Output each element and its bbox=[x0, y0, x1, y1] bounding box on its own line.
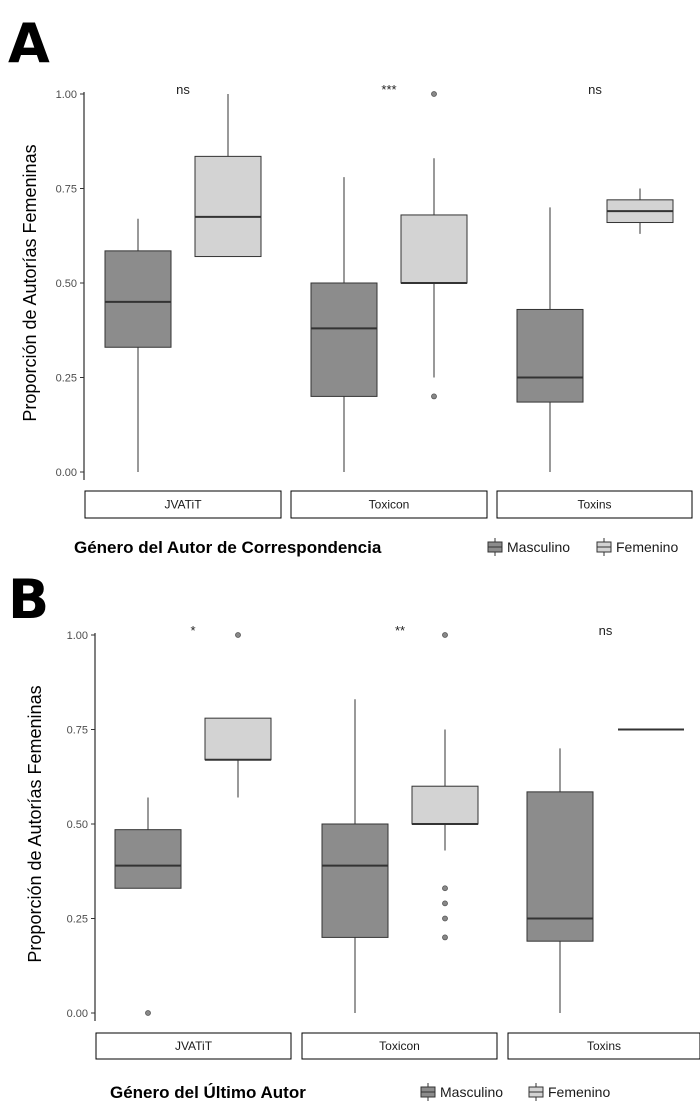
facet-strip bbox=[84, 490, 282, 519]
outlier-point bbox=[145, 1010, 151, 1016]
legend-label: Femenino bbox=[616, 539, 678, 555]
box-iqr bbox=[114, 829, 182, 889]
facet-label: Toxins bbox=[587, 1039, 621, 1053]
box-iqr bbox=[516, 308, 584, 403]
y-axis-title: Proporción de Autorías Femeninas bbox=[20, 144, 40, 421]
outlier-point bbox=[442, 915, 448, 922]
y-tick-label: 0.50 bbox=[56, 278, 77, 290]
legend: Género del Autor de Correspondencia Mascu… bbox=[74, 538, 678, 557]
significance-label: ** bbox=[395, 623, 405, 638]
facet-label: JVATiT bbox=[164, 498, 202, 512]
box-femenino bbox=[411, 632, 479, 941]
y-tick-label: 0.25 bbox=[56, 373, 77, 385]
panel-a: A 0.00 0.25 0.50 0.75 1.00 Proporción de Autor… bbox=[8, 12, 693, 557]
significance-label: *** bbox=[381, 82, 396, 97]
outlier-point bbox=[442, 900, 448, 907]
y-tick-label: 0.75 bbox=[56, 184, 77, 196]
y-tick-label: 0.25 bbox=[67, 914, 88, 926]
box-masculino bbox=[114, 797, 182, 1016]
panel-letter: A bbox=[8, 12, 50, 75]
outlier-point bbox=[442, 885, 448, 892]
significance-label: ns bbox=[588, 82, 602, 97]
facet-label: JVATiT bbox=[175, 1039, 213, 1053]
y-axis-title: Proporción de Autorías Femeninas bbox=[25, 685, 45, 962]
box-iqr bbox=[321, 823, 389, 938]
panel-letter: B bbox=[8, 568, 49, 631]
box-femenino bbox=[194, 94, 262, 258]
legend-key-femenino: Femenino bbox=[528, 1083, 610, 1101]
box-iqr bbox=[204, 717, 272, 761]
outlier-point bbox=[442, 632, 448, 638]
y-tick-label: 1.00 bbox=[56, 89, 77, 101]
legend-key-masculino: Masculino bbox=[420, 1083, 503, 1101]
legend: Género del Último Autor Masculino Femenino bbox=[110, 1083, 610, 1101]
box-iqr bbox=[194, 155, 262, 258]
legend-label: Femenino bbox=[548, 1084, 610, 1100]
legend-key-masculino: Masculino bbox=[487, 538, 570, 556]
facet-label: Toxicon bbox=[379, 1039, 420, 1053]
facet-label: Toxicon bbox=[369, 498, 410, 512]
box-iqr bbox=[400, 214, 468, 284]
facet-strip bbox=[496, 490, 693, 519]
outlier-point bbox=[431, 393, 437, 400]
facet-strip bbox=[507, 1032, 700, 1060]
legend-label: Masculino bbox=[440, 1084, 503, 1100]
significance-label: ns bbox=[599, 623, 613, 638]
facet-label: Toxins bbox=[577, 498, 611, 512]
box-femenino bbox=[606, 188, 674, 234]
box-iqr bbox=[526, 791, 594, 942]
y-tick-label: 0.00 bbox=[56, 467, 77, 479]
facet-strip bbox=[301, 1032, 498, 1060]
box-iqr bbox=[104, 250, 172, 348]
outlier-point bbox=[442, 934, 448, 941]
facet-strip bbox=[95, 1032, 292, 1060]
legend-key-femenino: Femenino bbox=[596, 538, 678, 556]
box-masculino bbox=[310, 177, 378, 472]
legend-title: Género del Autor de Correspondencia bbox=[74, 538, 382, 557]
legend-label: Masculino bbox=[507, 539, 570, 555]
significance-label: * bbox=[190, 623, 195, 638]
y-tick-label: 0.75 bbox=[67, 725, 88, 737]
box-masculino bbox=[104, 218, 172, 472]
box-iqr bbox=[411, 785, 479, 825]
facet-strip bbox=[290, 490, 488, 519]
box-iqr bbox=[310, 282, 378, 397]
panel-b: B 0.00 0.25 0.50 0.75 1.00 Proporción de Autor… bbox=[8, 568, 700, 1101]
box-femenino bbox=[204, 632, 272, 798]
significance-label: ns bbox=[176, 82, 190, 97]
box-masculino bbox=[526, 748, 594, 1013]
y-tick-label: 0.00 bbox=[67, 1008, 88, 1020]
box-femenino bbox=[400, 91, 468, 400]
legend-title: Género del Último Autor bbox=[110, 1083, 306, 1101]
outlier-point bbox=[235, 632, 241, 638]
box-masculino bbox=[516, 207, 584, 472]
outlier-point bbox=[431, 91, 437, 97]
y-tick-label: 1.00 bbox=[67, 630, 88, 642]
y-tick-label: 0.50 bbox=[67, 819, 88, 831]
box-masculino bbox=[321, 699, 389, 1013]
